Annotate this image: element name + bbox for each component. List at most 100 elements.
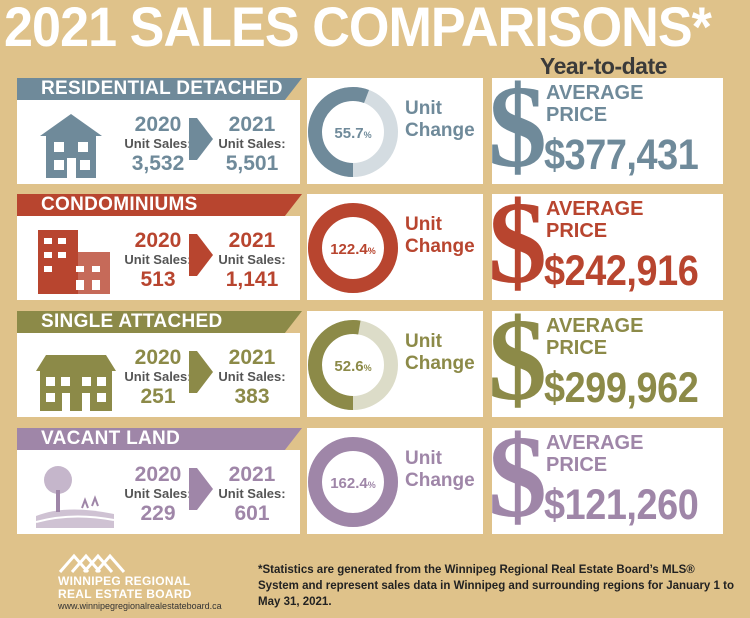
unit-sales-label: Unit Sales:: [218, 369, 286, 384]
unit-change-label-line2: Change: [405, 120, 475, 141]
unit-change-ring: 55.7%: [308, 87, 398, 177]
unit-change-label-line2: Change: [405, 353, 475, 374]
dollar-icon: $: [488, 61, 547, 192]
year-2020-label: 2020: [134, 113, 182, 136]
board-name: WINNIPEG REGIONAL REAL ESTATE BOARD: [58, 575, 192, 601]
category-row: SINGLE ATTACHED 2020 Unit Sales: 251 2021 Uni…: [0, 295, 750, 425]
year-2021-label: 2021: [228, 463, 276, 486]
average-price-label-line1: AVERAGE: [546, 82, 644, 104]
ring-fill: [308, 437, 398, 527]
arrow-right-icon: [197, 468, 213, 510]
average-price-label-line1: AVERAGE: [546, 198, 644, 220]
page-subtitle: Year-to-date: [540, 53, 667, 79]
sales-2020: 2020 Unit Sales: 513: [120, 230, 196, 292]
sales-2020: 2020 Unit Sales: 229: [120, 464, 196, 526]
average-price-value: $299,962: [544, 364, 699, 412]
arrow-bar: [189, 351, 197, 393]
year-2020-label: 2020: [134, 346, 182, 369]
board-name-line1: WINNIPEG REGIONAL: [58, 574, 191, 588]
category-banner: CONDOMINIUMS: [17, 194, 302, 216]
average-price-value: $242,916: [544, 247, 699, 295]
arrow-bar: [189, 468, 197, 510]
sales-2020-value: 3,532: [131, 152, 185, 175]
unit-sales-label: Unit Sales:: [218, 252, 286, 267]
average-price-label: AVERAGE PRICE: [546, 82, 643, 126]
average-price-value: $121,260: [544, 481, 699, 529]
year-2020-label: 2020: [134, 229, 182, 252]
percent-sign: %: [368, 246, 376, 256]
page-title: 2021 SALES COMPARISONS*: [4, 0, 712, 58]
unit-change-value: 55.7%: [334, 125, 371, 142]
average-price-label-line2: PRICE: [546, 337, 608, 359]
percent-sign: %: [368, 480, 376, 490]
dollar-icon: $: [488, 177, 547, 308]
average-price-label: AVERAGE PRICE: [546, 198, 643, 242]
category-banner: VACANT LAND: [17, 428, 302, 450]
sales-2021-value: 1,141: [225, 268, 279, 291]
ring-fill: [308, 87, 398, 177]
unit-sales-label: Unit Sales:: [218, 136, 286, 151]
sales-2021-value: 5,501: [225, 152, 279, 175]
year-2020-label: 2020: [134, 463, 182, 486]
average-price-panel: [492, 428, 723, 534]
arrow-right-icon: [197, 351, 213, 393]
sales-2021: 2021 Unit Sales: 1,141: [214, 230, 290, 292]
average-price-label-line2: PRICE: [546, 104, 608, 126]
unit-sales-label: Unit Sales:: [124, 252, 192, 267]
unit-change-number: 55.7: [334, 125, 363, 142]
unit-change-ring: 162.4%: [308, 437, 398, 527]
sales-2021: 2021 Unit Sales: 5,501: [214, 114, 290, 176]
dollar-icon: $: [488, 294, 547, 425]
category-banner: RESIDENTIAL DETACHED: [17, 78, 302, 100]
sales-2021-value: 383: [234, 385, 270, 408]
unit-change-number: 52.6: [334, 358, 363, 375]
dollar-icon: $: [488, 411, 547, 542]
percent-sign: %: [364, 363, 372, 373]
unit-change-label-line1: Unit: [405, 331, 442, 352]
sales-2020: 2020 Unit Sales: 251: [120, 347, 196, 409]
unit-change-value: 122.4%: [330, 241, 376, 258]
average-price-panel: [492, 194, 723, 300]
unit-change-label: Unit Change: [405, 448, 475, 492]
board-url[interactable]: www.winnipegregionalrealestateboard.ca: [58, 601, 222, 611]
unit-change-label-line1: Unit: [405, 448, 442, 469]
category-row: RESIDENTIAL DETACHED 2020 Unit Sales: 3,532…: [0, 62, 750, 192]
sales-2021-value: 601: [234, 502, 270, 525]
unit-change-label-line1: Unit: [405, 98, 442, 119]
board-name-line2: REAL ESTATE BOARD: [58, 587, 192, 601]
sales-2020-value: 513: [140, 268, 176, 291]
average-price-panel: [492, 311, 723, 417]
unit-change-label: Unit Change: [405, 98, 475, 142]
average-price-label-line2: PRICE: [546, 454, 608, 476]
average-price-label-line2: PRICE: [546, 220, 608, 242]
unit-sales-label: Unit Sales:: [124, 369, 192, 384]
house-icon: [40, 114, 102, 178]
unit-change-label: Unit Change: [405, 214, 475, 258]
unit-sales-label: Unit Sales:: [218, 486, 286, 501]
unit-change-value: 52.6%: [334, 358, 371, 375]
ring-fill: [308, 320, 398, 410]
year-2021-label: 2021: [228, 229, 276, 252]
average-price-label: AVERAGE PRICE: [546, 315, 643, 359]
sales-2020-value: 229: [140, 502, 176, 525]
unit-change-label-line2: Change: [405, 470, 475, 491]
unit-change-ring: 52.6%: [308, 320, 398, 410]
sales-2020-value: 251: [140, 385, 176, 408]
arrow-right-icon: [197, 118, 213, 160]
category-banner: SINGLE ATTACHED: [17, 311, 302, 333]
average-price-value: $377,431: [544, 131, 699, 179]
average-price-label-line1: AVERAGE: [546, 432, 644, 454]
sales-2021: 2021 Unit Sales: 383: [214, 347, 290, 409]
unit-change-label-line1: Unit: [405, 214, 442, 235]
board-logo: [58, 553, 126, 573]
year-2021-label: 2021: [228, 113, 276, 136]
arrow-bar: [189, 118, 197, 160]
arrow-right-icon: [197, 234, 213, 276]
unit-change-label: Unit Change: [405, 331, 475, 375]
arrow-bar: [189, 234, 197, 276]
ring-fill: [308, 203, 398, 293]
category-row: CONDOMINIUMS 2020 Unit Sales: 513 2021 Unit S…: [0, 178, 750, 308]
category-row: VACANT LAND 2020 Unit Sales: 229 2021 Unit Sa…: [0, 412, 750, 542]
unit-change-value: 162.4%: [330, 475, 376, 492]
unit-change-number: 122.4: [330, 241, 368, 258]
